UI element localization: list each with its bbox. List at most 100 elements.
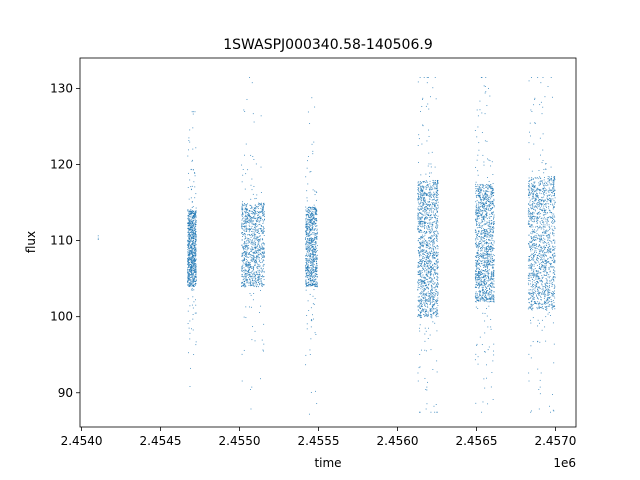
data-point [260,228,262,229]
data-point [258,212,260,214]
data-point [305,264,307,266]
data-point [315,251,317,253]
data-point [255,205,257,207]
data-point [190,267,192,268]
data-point [481,249,483,251]
data-point [188,172,189,174]
data-point [195,304,197,306]
data-point [252,228,254,230]
data-point [251,210,253,212]
data-point [243,234,245,236]
data-point [478,283,480,285]
data-point [187,273,189,275]
data-point [434,188,436,190]
data-point [490,234,492,236]
data-point [250,198,252,200]
data-point [195,284,196,286]
data-point [193,259,195,261]
data-point [420,292,422,293]
data-point [433,193,435,195]
data-point [493,354,495,356]
data-point [259,236,261,237]
data-point [242,217,244,219]
data-point [256,220,258,222]
data-point [312,280,314,281]
data-point [486,205,488,207]
data-point [314,273,316,275]
data-point [492,234,494,236]
data-point [241,281,243,283]
data-point [493,278,495,280]
data-point [426,274,428,276]
data-point [253,281,255,283]
data-point [418,209,420,211]
data-point [190,237,192,239]
data-point [417,380,419,382]
data-point [254,226,256,228]
data-point [249,263,251,265]
data-point [313,218,315,220]
data-point [425,232,427,234]
data-point [195,276,197,278]
data-point [419,223,421,225]
data-point [187,230,189,232]
data-point [426,205,427,207]
data-point [191,244,193,246]
data-point [254,208,256,210]
data-point [244,254,245,256]
data-point [484,184,486,186]
data-point [421,143,423,145]
data-point [316,268,317,270]
data-point [188,229,190,230]
data-point [252,230,254,232]
data-point [418,204,420,206]
data-point [434,286,436,288]
data-point [310,238,312,240]
data-point [480,187,482,189]
data-point [312,266,314,268]
data-point [422,308,424,310]
data-point [306,190,308,192]
data-point [421,197,422,199]
data-point [250,260,252,262]
data-point [419,293,421,294]
data-point [312,238,314,239]
data-point [188,228,190,230]
data-point [422,244,424,246]
data-point [314,249,316,251]
data-point [426,252,428,254]
data-point [246,245,248,247]
data-point [316,210,318,212]
data-point [262,248,264,250]
data-point [312,220,314,222]
data-point [309,206,311,208]
data-point [490,297,492,299]
data-point [258,258,260,260]
data-point [309,214,311,216]
data-point [246,239,248,241]
data-point [421,189,422,190]
data-points [97,77,556,415]
data-point [307,260,309,262]
data-point [431,295,433,297]
data-point [262,260,264,262]
data-point [254,218,256,219]
data-point [251,267,252,269]
data-point [475,279,477,281]
data-point [429,210,430,212]
data-point [483,285,485,287]
data-point [432,245,434,247]
data-point [241,214,243,216]
data-point [311,214,313,216]
data-point [430,188,431,190]
data-point [435,180,436,181]
data-point [188,233,190,235]
data-point [262,209,264,211]
data-point [308,242,310,243]
data-point [424,279,426,281]
data-point [417,296,419,298]
data-point [433,300,435,302]
data-point [310,241,312,243]
data-point [242,246,244,248]
data-point [262,276,263,278]
